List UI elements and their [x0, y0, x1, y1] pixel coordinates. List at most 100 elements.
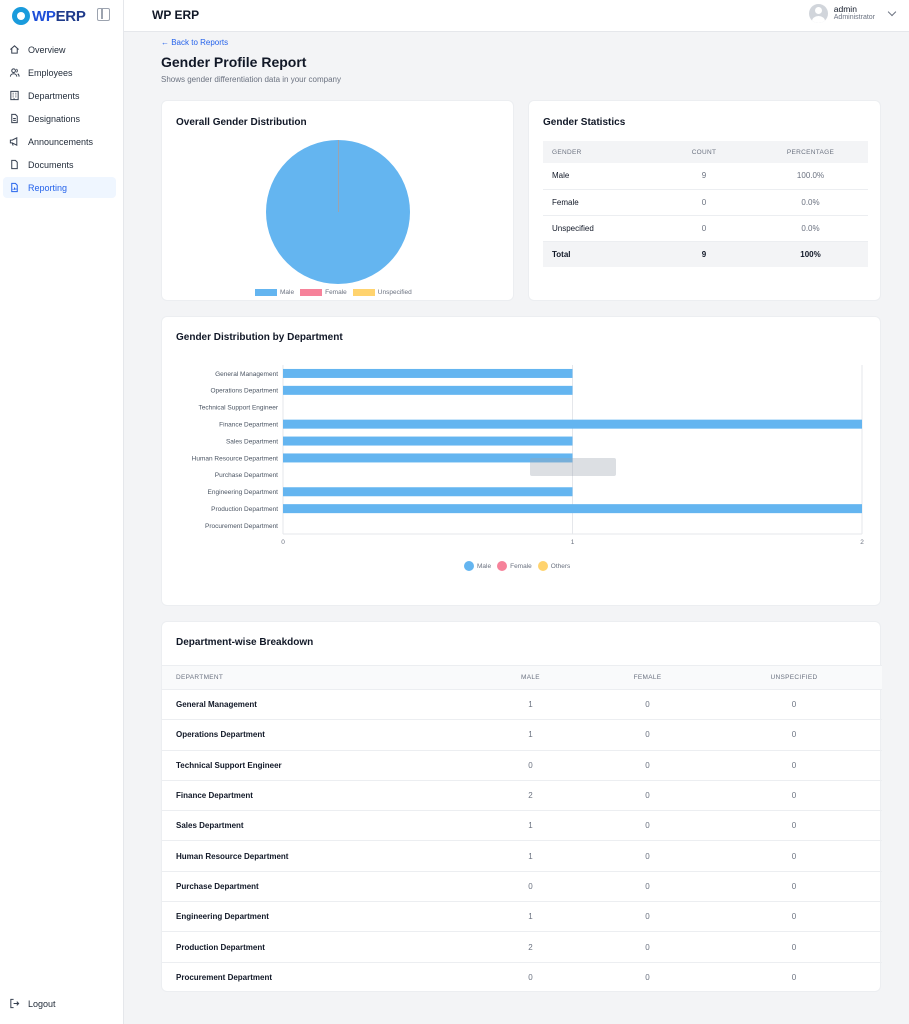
col-count: COUNT — [655, 141, 753, 163]
card-title: Gender Distribution by Department — [176, 332, 343, 343]
sidebar-item-departments[interactable]: Departments — [3, 85, 116, 106]
legend-label: Female — [325, 289, 347, 296]
col-gender: GENDER — [543, 141, 655, 163]
legend-dot — [537, 561, 548, 571]
sidebar-item-employees[interactable]: Employees — [3, 62, 116, 83]
sidebar-item-designations[interactable]: Designations — [3, 108, 116, 129]
department-bar-chart: 0 1 2 General Management Operations Departme… — [192, 365, 864, 546]
cell-unspecified: 0 — [706, 750, 882, 781]
cell-male: 2 — [472, 931, 589, 963]
y-tick-label: Human Resource Department — [192, 455, 279, 462]
cell-male: 1 — [472, 840, 589, 872]
legend-item-others[interactable]: Others — [537, 561, 571, 571]
cell-department: General Management — [162, 689, 472, 721]
department-distribution-card: Gender Distribution by Department 0 1 2 Gen… — [161, 316, 881, 606]
avatar — [808, 4, 828, 23]
legend-item-female[interactable]: Female — [497, 561, 532, 571]
y-tick-label: Purchase Department — [215, 472, 278, 479]
bar-male[interactable] — [283, 368, 573, 378]
cell-female: 0 — [589, 810, 706, 842]
table-row: Female 0 0.0% — [543, 189, 868, 216]
table-row: Engineering Department 1 0 0 — [162, 901, 882, 933]
cell-department: Operations Department — [162, 719, 472, 751]
bar-male[interactable] — [283, 436, 573, 446]
building-icon — [9, 90, 20, 101]
cell-count: 9 — [655, 163, 753, 190]
col-female: FEMALE — [589, 665, 706, 690]
bar-chart-legend: Male Female Others — [464, 561, 570, 571]
y-tick-label: Operations Department — [210, 388, 278, 395]
cell-unspecified: 0 — [791, 973, 797, 983]
gender-statistics-card: Gender Statistics GENDER COUNT PERCENTAG… — [528, 100, 881, 301]
legend-label: Others — [550, 562, 571, 570]
document-icon — [9, 159, 20, 170]
bar-male[interactable] — [283, 419, 862, 429]
bar-male[interactable] — [283, 504, 862, 514]
pie-legend: Male Female Unspecified — [255, 289, 412, 296]
logout-button[interactable]: Logout — [3, 993, 56, 1014]
x-tick-label: 0 — [281, 539, 285, 546]
cell-unspecified: 0 — [706, 901, 882, 933]
back-to-reports-link[interactable]: ← Back to Reports — [161, 38, 229, 47]
file-icon — [9, 113, 20, 124]
brand: WPERP — [0, 0, 123, 32]
legend-item-male[interactable]: Male — [464, 561, 491, 571]
top-bar: WP ERP admin Administrator — [124, 0, 909, 32]
sidebar-item-label: Employees — [28, 67, 73, 78]
cell-gender: Female — [543, 189, 655, 216]
cell-count: 0 — [655, 215, 753, 242]
cell-female: 0 — [589, 750, 706, 781]
cell-total-percentage: 100% — [753, 241, 868, 267]
megaphone-icon — [9, 136, 20, 147]
legend-label: Unspecified — [377, 289, 412, 296]
card-title: Overall Gender Distribution — [176, 117, 307, 128]
department-breakdown-table: DEPARTMENT MALE FEMALE UNSPECIFIED Gener… — [162, 665, 882, 992]
bar-male[interactable] — [283, 453, 573, 463]
sidebar-item-documents[interactable]: Documents — [3, 154, 116, 175]
users-icon — [9, 67, 20, 78]
sidebar: WPERP Overview Employees Departments Des… — [0, 0, 124, 1024]
cell-male: 0 — [528, 973, 533, 983]
sidebar-item-label: Announcements — [28, 136, 94, 147]
cell-unspecified: 0 — [706, 871, 882, 903]
wp-erp-logo[interactable]: WPERP — [12, 7, 86, 25]
sidebar-item-announcements[interactable]: Announcements — [3, 131, 116, 152]
card-title: Department-wise Breakdown — [176, 637, 314, 648]
app-title: WP ERP — [152, 8, 200, 22]
cell-male: 1 — [472, 810, 589, 842]
cell-male: 0 — [472, 871, 589, 903]
cell-department: Purchase Department — [162, 871, 472, 903]
cell-department: Sales Department — [162, 810, 472, 842]
user-menu[interactable]: admin Administrator — [808, 4, 897, 23]
y-tick-label: Production Department — [211, 506, 278, 513]
cell-unspecified: 0 — [706, 810, 882, 842]
y-tick-label: Technical Support Engineer — [199, 405, 279, 412]
cell-male: 1 — [472, 901, 589, 933]
sidebar-item-overview[interactable]: Overview — [3, 39, 116, 60]
cell-unspecified: 0 — [706, 931, 882, 963]
user-role: Administrator — [833, 14, 875, 22]
sidebar-item-reporting[interactable]: Reporting — [3, 177, 116, 198]
cell-unspecified: 0 — [706, 719, 882, 751]
bar-male[interactable] — [283, 385, 573, 395]
legend-item-female[interactable]: Female — [300, 289, 347, 296]
sidebar-item-label: Departments — [28, 90, 80, 101]
cell-gender: Male — [543, 163, 655, 190]
page-title: Gender Profile Report — [161, 54, 307, 70]
table-row: General Management 1 0 0 — [162, 689, 882, 721]
bar-male[interactable] — [283, 487, 573, 497]
legend-item-male[interactable]: Male — [255, 289, 294, 296]
cell-department: Human Resource Department — [162, 840, 472, 872]
legend-swatch — [300, 289, 323, 296]
cell-female: 0 — [589, 931, 706, 963]
x-tick-label: 1 — [571, 539, 575, 546]
cell-female: 0 — [589, 689, 706, 721]
chevron-down-icon — [887, 7, 897, 17]
cell-unspecified: 0 — [706, 780, 882, 812]
sidebar-collapse-icon[interactable] — [97, 8, 110, 21]
y-tick-label: Finance Department — [219, 421, 278, 428]
legend-item-unspecified[interactable]: Unspecified — [352, 289, 412, 296]
tooltip-ghost — [530, 458, 616, 476]
x-tick-label: 2 — [860, 539, 864, 546]
cell-male: 0 — [472, 750, 589, 781]
